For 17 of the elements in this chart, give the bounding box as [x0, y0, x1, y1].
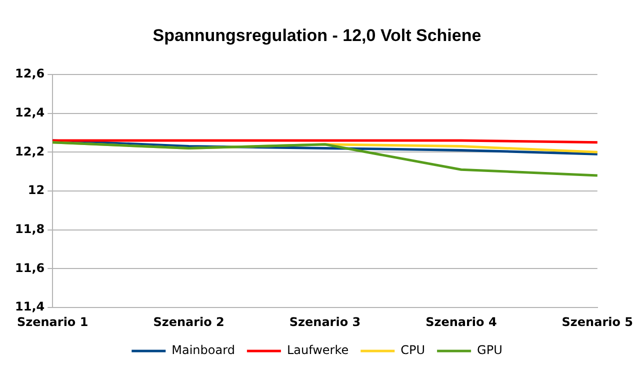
x-tick-label: Szenario 1 [17, 314, 88, 329]
legend-label: Laufwerke [286, 343, 349, 358]
y-tick-label: 11,6 [15, 260, 45, 275]
x-tick-label: Szenario 3 [289, 314, 361, 329]
legend-label: CPU [400, 343, 426, 358]
x-tick-label: Szenario 4 [426, 314, 497, 329]
legend-label: GPU [477, 343, 502, 358]
y-tick-label: 12 [28, 183, 45, 198]
y-tick-label: 12,6 [15, 66, 45, 81]
y-tick-label: 12,2 [15, 144, 45, 158]
y-tick-label: 11,8 [15, 222, 45, 236]
legend-label: Mainboard [172, 343, 235, 358]
x-tick-label: Szenario 2 [153, 314, 224, 329]
y-tick-label: 12,4 [15, 105, 45, 120]
x-tick-label: Szenario 5 [562, 314, 634, 329]
y-tick-label: 11,4 [15, 300, 45, 314]
chart-title: Spannungsregulation - 12,0 Volt Schiene [152, 26, 482, 45]
